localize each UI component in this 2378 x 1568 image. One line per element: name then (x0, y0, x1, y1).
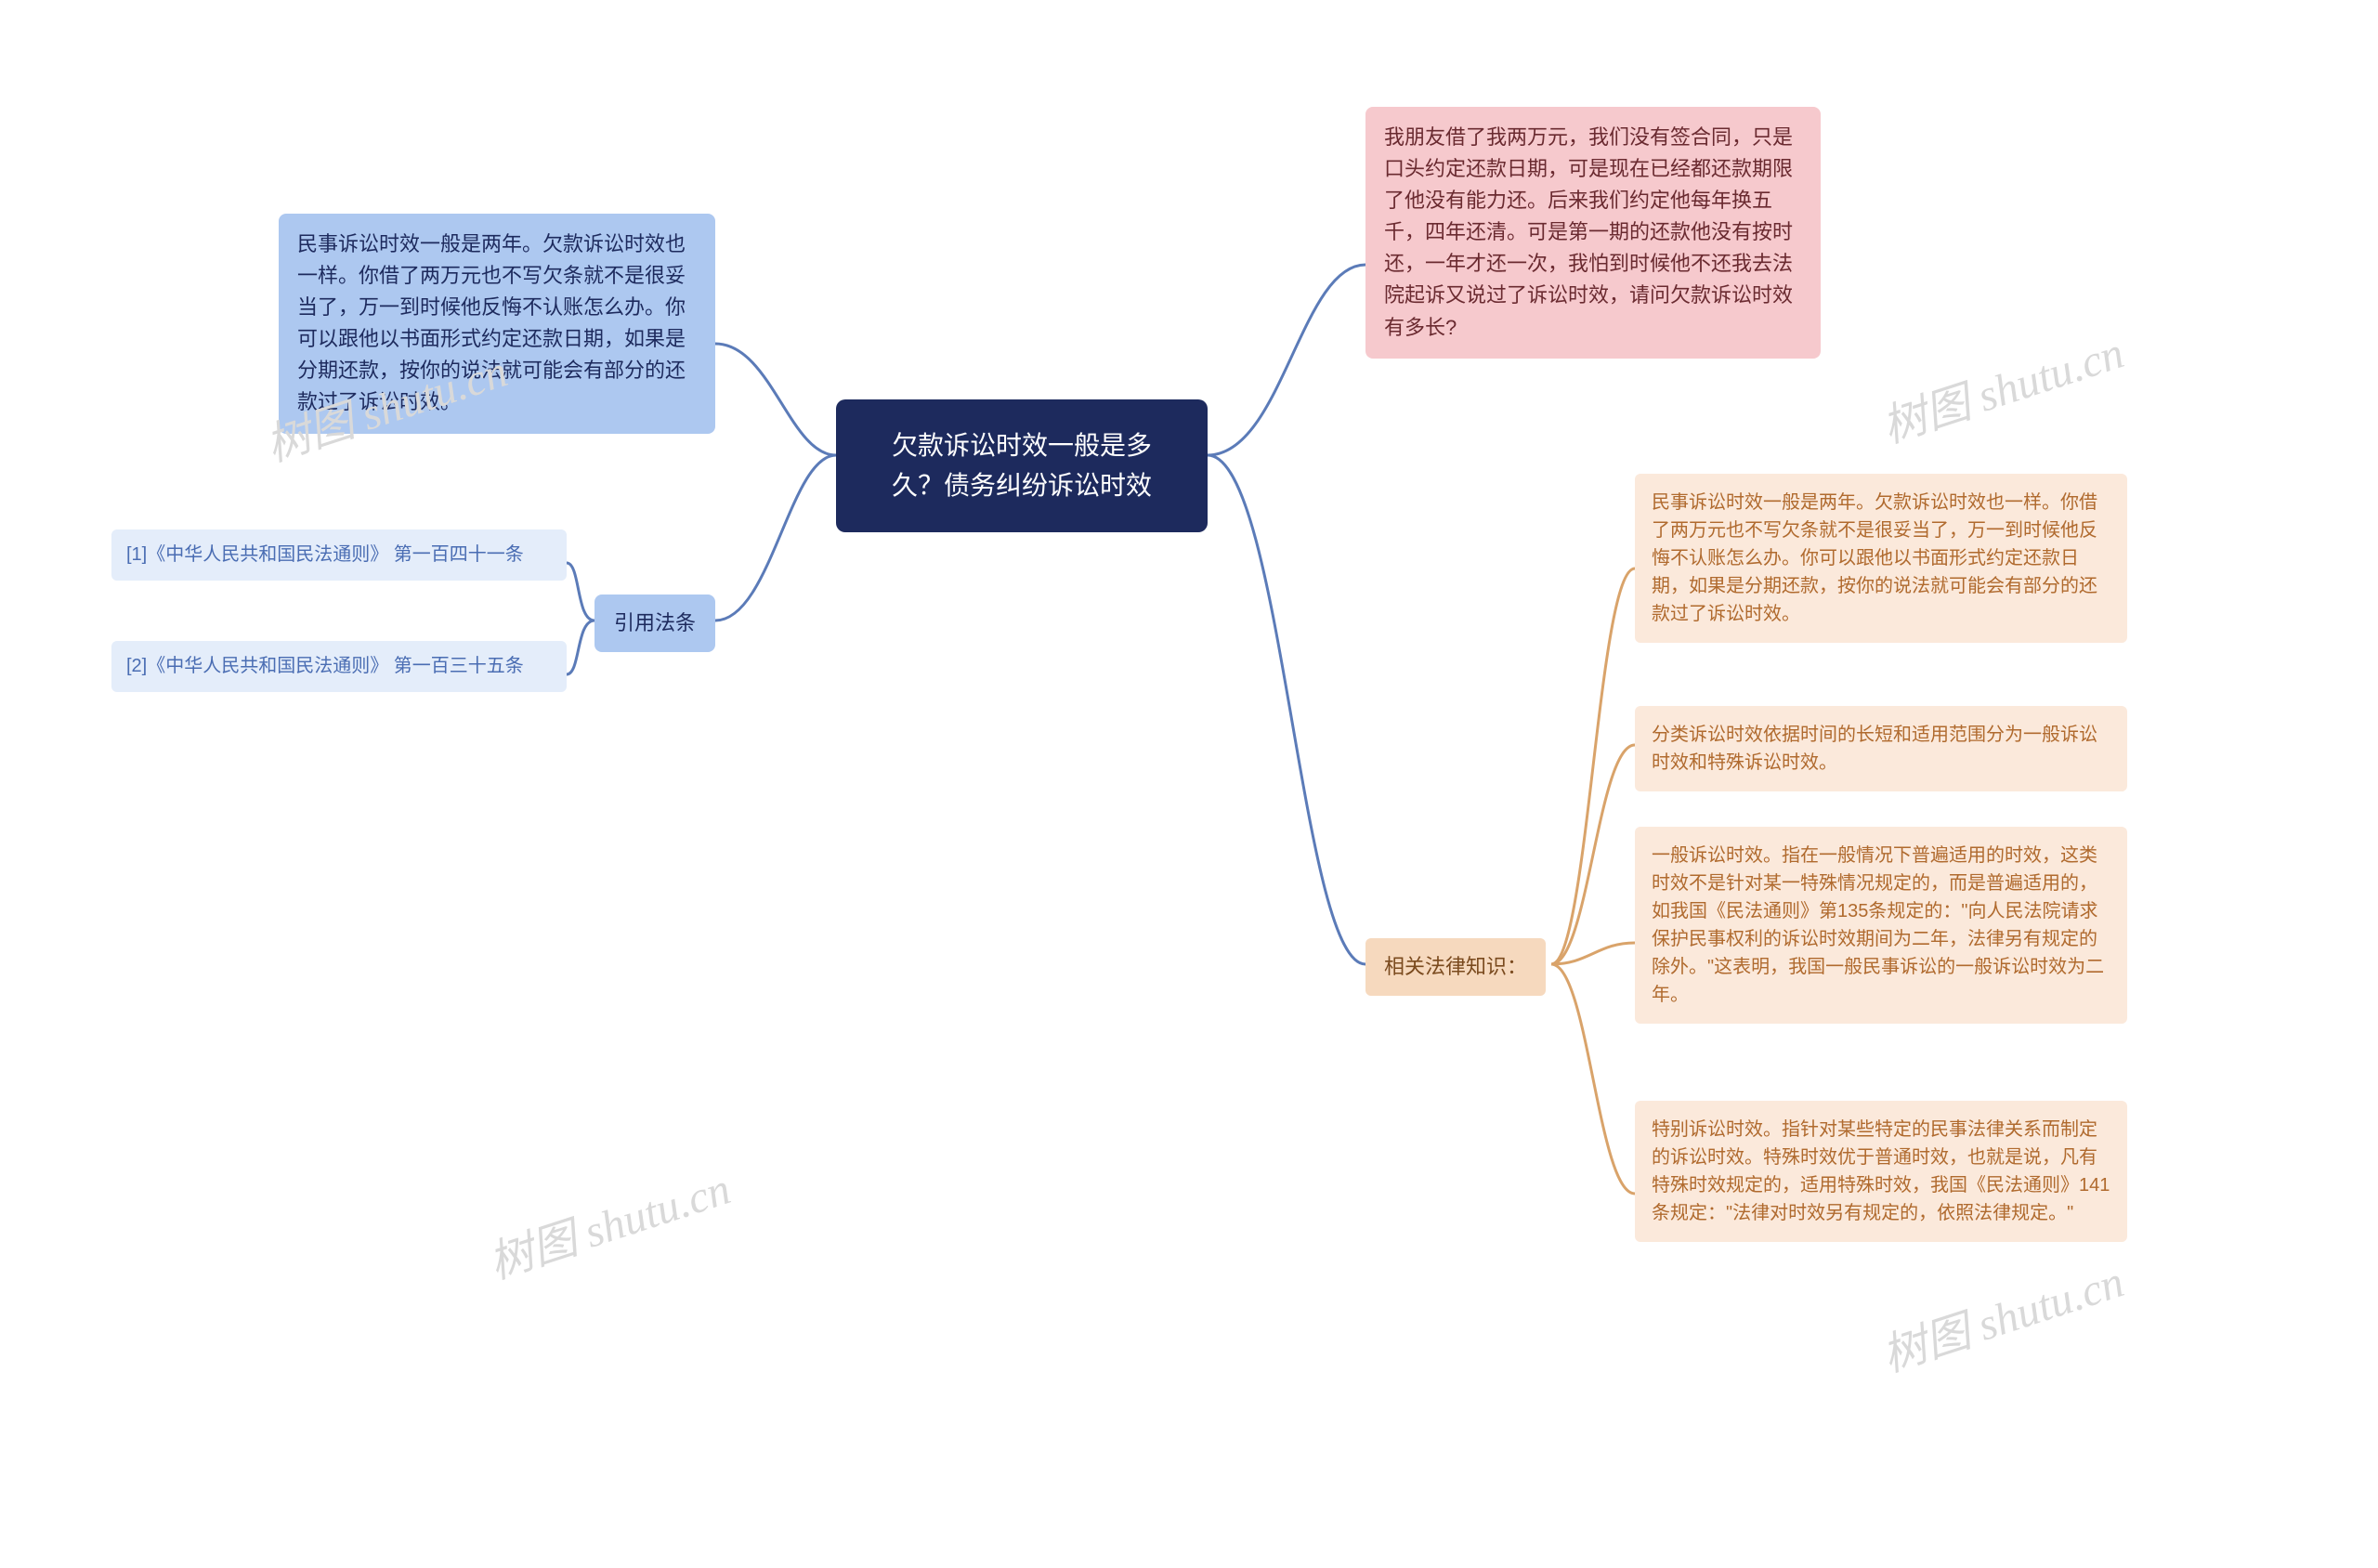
scenario-node: 我朋友借了我两万元，我们没有签合同，只是口头约定还款日期，可是现在已经都还款期限… (1365, 107, 1821, 359)
cite-item-1: [2]《中华人民共和国民法通则》 第一百三十五条 (111, 641, 567, 692)
law-item-0: 民事诉讼时效一般是两年。欠款诉讼时效也一样。你借了两万元也不写欠条就不是很妥当了… (1635, 474, 2127, 643)
left-summary-text: 民事诉讼时效一般是两年。欠款诉讼时效也一样。你借了两万元也不写欠条就不是很妥当了… (297, 232, 686, 413)
cite-item-0: [1]《中华人民共和国民法通则》 第一百四十一条 (111, 529, 567, 581)
law-label-text: 相关法律知识： (1384, 955, 1527, 978)
center-node: 欠款诉讼时效一般是多久？债务纠纷诉讼时效 (836, 399, 1208, 532)
cite-text: [2]《中华人民共和国民法通则》 第一百三十五条 (126, 656, 524, 676)
law-item-1: 分类诉讼时效依据时间的长短和适用范围分为一般诉讼时效和特殊诉讼时效。 (1635, 706, 2127, 791)
watermark: 树图 shutu.cn (1873, 316, 2131, 455)
cite-label-text: 引用法条 (614, 611, 696, 634)
law-item-text: 一般诉讼时效。指在一般情况下普遍适用的时效，这类时效不是针对某一特殊情况规定的，… (1652, 845, 2104, 1005)
cite-text: [1]《中华人民共和国民法通则》 第一百四十一条 (126, 544, 524, 565)
law-item-text: 分类诉讼时效依据时间的长短和适用范围分为一般诉讼时效和特殊诉讼时效。 (1652, 725, 2097, 773)
law-item-3: 特别诉讼时效。指针对某些特定的民事法律关系而制定的诉讼时效。特殊时效优于普通时效… (1635, 1101, 2127, 1242)
watermark: 树图 shutu.cn (479, 1152, 738, 1291)
law-item-2: 一般诉讼时效。指在一般情况下普遍适用的时效，这类时效不是针对某一特殊情况规定的，… (1635, 827, 2127, 1024)
watermark: 树图 shutu.cn (1873, 1245, 2131, 1384)
cite-label-node: 引用法条 (594, 595, 715, 652)
law-item-text: 民事诉讼时效一般是两年。欠款诉讼时效也一样。你借了两万元也不写欠条就不是很妥当了… (1652, 492, 2097, 624)
law-item-text: 特别诉讼时效。指针对某些特定的民事法律关系而制定的诉讼时效。特殊时效优于普通时效… (1652, 1119, 2110, 1223)
center-text: 欠款诉讼时效一般是多久？债务纠纷诉讼时效 (892, 431, 1152, 500)
scenario-text: 我朋友借了我两万元，我们没有签合同，只是口头约定还款日期，可是现在已经都还款期限… (1384, 125, 1793, 339)
left-summary-node: 民事诉讼时效一般是两年。欠款诉讼时效也一样。你借了两万元也不写欠条就不是很妥当了… (279, 214, 715, 434)
law-label-node: 相关法律知识： (1365, 938, 1546, 996)
